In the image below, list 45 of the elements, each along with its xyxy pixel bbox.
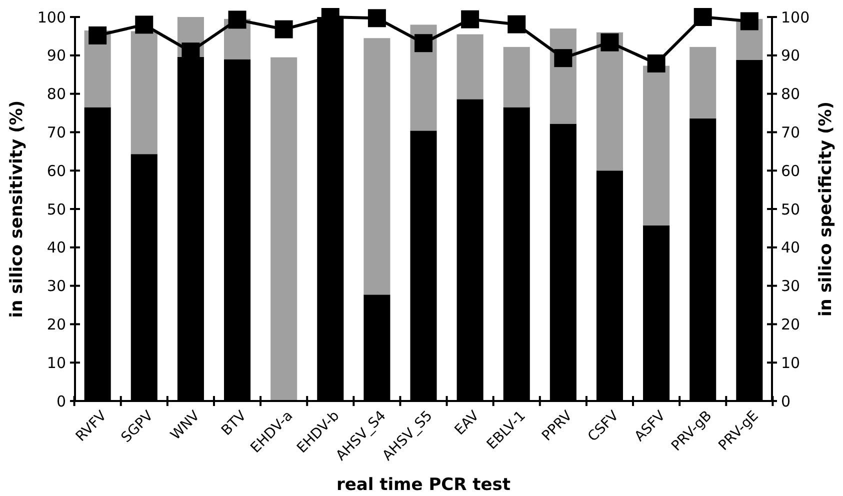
bar — [643, 66, 670, 226]
y2-tick-label: 10 — [781, 354, 800, 372]
point — [274, 20, 293, 38]
point — [554, 49, 572, 68]
y-tick-label: 100 — [37, 8, 66, 26]
y-tick-label: 60 — [46, 162, 66, 180]
y-tick-label: 10 — [46, 354, 66, 372]
y-tick-label: 80 — [46, 85, 66, 104]
y2-tick-label: 40 — [781, 238, 800, 257]
bar — [270, 57, 298, 401]
point — [461, 10, 480, 28]
y2-tick-label: 80 — [781, 85, 800, 104]
x-axis-title: real time PCR test — [336, 475, 511, 495]
y-tick-label: 0 — [56, 392, 66, 410]
y2-tick-label: 30 — [781, 277, 800, 296]
y-tick-label: 20 — [46, 315, 66, 334]
y-tick-label: 90 — [46, 46, 66, 65]
bar — [690, 46, 716, 118]
y2-tick-label: 100 — [781, 8, 810, 26]
bar — [364, 38, 390, 295]
y2-axis-title: in silico specificity (%) — [816, 101, 836, 317]
y-tick-label: 70 — [46, 123, 66, 142]
bar — [503, 46, 530, 108]
y2-tick-label: 20 — [781, 315, 800, 334]
y2-tick-label: 0 — [781, 392, 791, 410]
point — [508, 15, 526, 34]
y2-tick-label: 60 — [781, 162, 800, 180]
y2-tick-label: 90 — [781, 46, 800, 65]
y2-tick-label: 70 — [781, 123, 800, 142]
bar — [130, 31, 158, 154]
point — [88, 26, 107, 44]
point — [368, 9, 386, 28]
point — [135, 16, 154, 34]
point — [740, 12, 758, 30]
y-tick-label: 40 — [46, 238, 66, 257]
y-tick-label: 30 — [46, 277, 66, 296]
point — [694, 8, 712, 26]
point — [228, 10, 246, 29]
point — [647, 54, 666, 72]
point — [414, 34, 432, 52]
bar — [456, 34, 484, 100]
y-axis-title: in silico sensitivity (%) — [7, 100, 27, 318]
y2-tick-label: 50 — [781, 200, 800, 218]
point — [600, 33, 619, 52]
y-tick-label: 50 — [46, 200, 66, 218]
